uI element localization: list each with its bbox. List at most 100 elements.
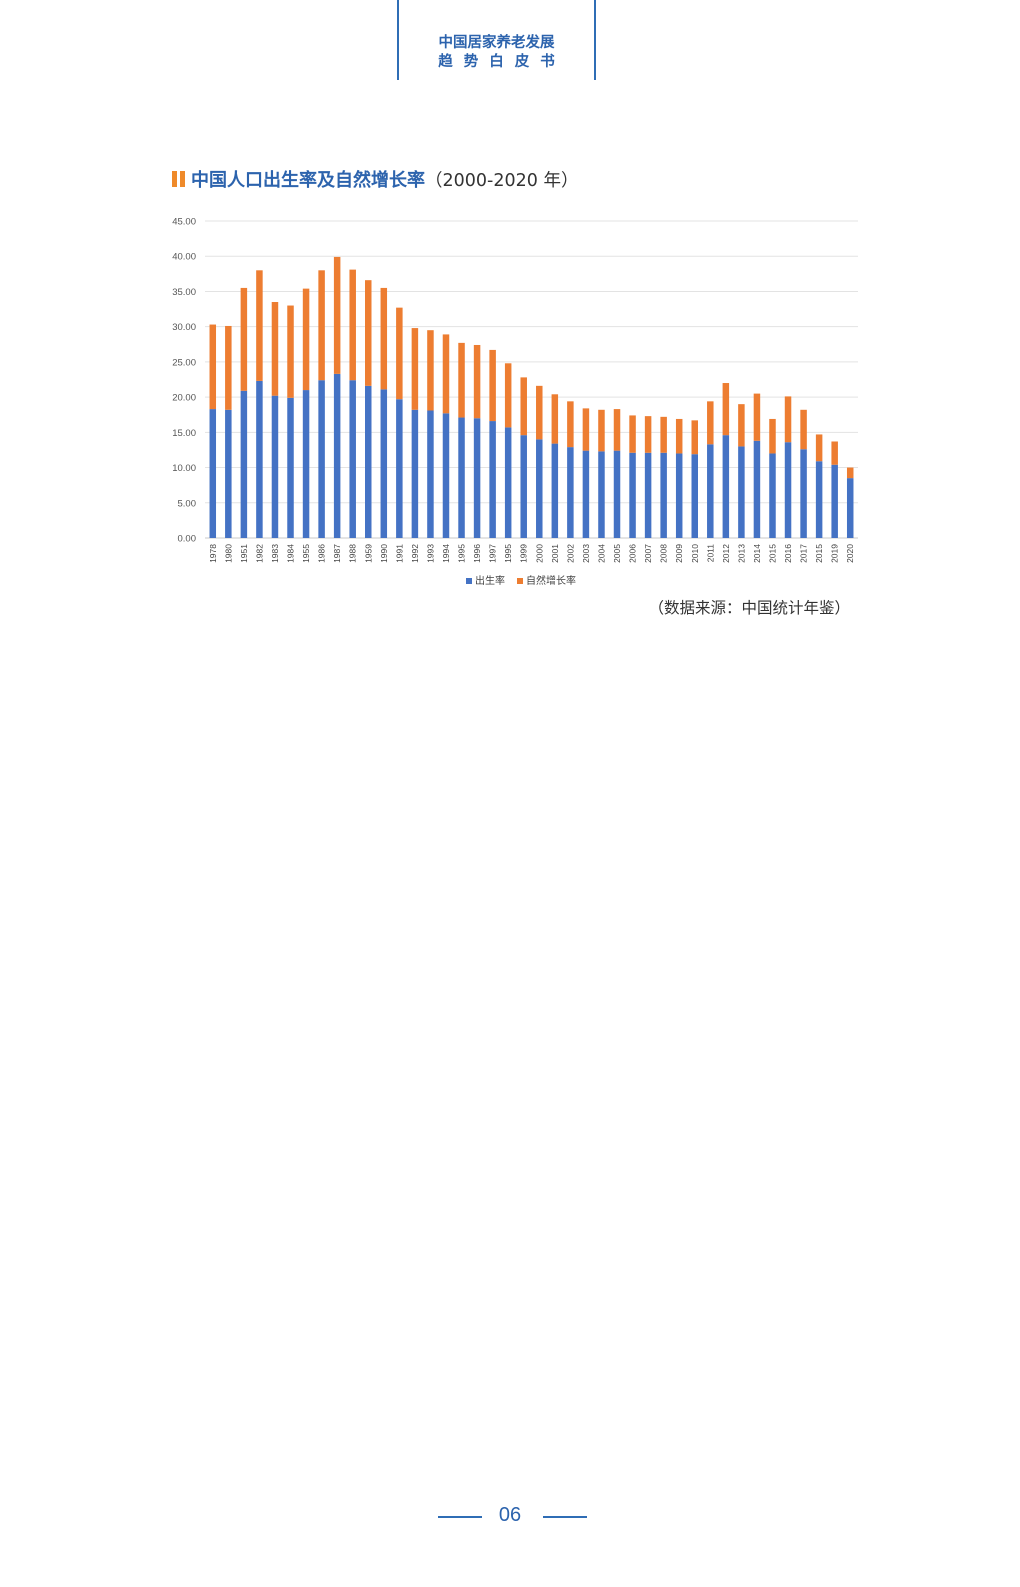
bar-birth-rate (489, 421, 496, 538)
bar-birth-rate (644, 452, 652, 538)
bar-natural-growth-rate (411, 328, 419, 410)
bar-birth-rate (271, 395, 279, 538)
legend-label-birth: 出生率 (475, 574, 505, 587)
bar-natural-growth-rate (365, 280, 372, 386)
x-tick-label: 2014 (752, 544, 762, 563)
x-tick-label: 2006 (628, 544, 638, 563)
x-tick-label: 2002 (565, 544, 575, 563)
x-tick-label: 2012 (721, 544, 731, 563)
x-tick-label: 2007 (643, 544, 653, 563)
bar-natural-growth-rate (691, 420, 698, 455)
bar-natural-growth-rate (707, 401, 714, 445)
legend-swatch-birth (466, 578, 472, 584)
data-source-note: （数据来源：中国统计年鉴） (648, 599, 850, 617)
x-tick-label: 1955 (301, 544, 311, 563)
bar-birth-rate (536, 439, 543, 538)
x-tick-label: 1996 (472, 544, 482, 563)
y-tick-label: 10.00 (172, 463, 196, 474)
x-tick-label: 1980 (223, 544, 233, 563)
bar-birth-rate (427, 410, 434, 538)
bar-natural-growth-rate (800, 409, 807, 450)
bar-natural-growth-rate (582, 408, 590, 451)
x-tick-label: 1995 (457, 544, 467, 563)
bar-birth-rate (691, 454, 698, 538)
bar-birth-rate (520, 435, 527, 538)
bar-birth-rate (302, 390, 310, 538)
x-tick-label: 1978 (208, 544, 218, 563)
x-tick-label: 1983 (270, 544, 280, 563)
bar-natural-growth-rate (458, 342, 465, 418)
section-title-main: 中国人口出生率及自然增长率 (191, 170, 425, 191)
bar-birth-rate (722, 435, 730, 538)
bar-birth-rate (846, 478, 854, 538)
bar-natural-growth-rate (784, 396, 792, 443)
bar-natural-growth-rate (520, 377, 527, 436)
bar-birth-rate (458, 417, 465, 538)
bar-birth-rate (396, 399, 403, 538)
x-tick-label: 2001 (550, 544, 560, 563)
bar-natural-growth-rate (256, 270, 263, 381)
bar-birth-rate (504, 427, 512, 538)
bar-natural-growth-rate (225, 325, 232, 410)
bar-natural-growth-rate (504, 363, 512, 428)
bar-birth-rate (831, 464, 838, 538)
report-header: 中国居家养老发展 趋势白皮书 (399, 34, 594, 72)
page-number-line-left (438, 1516, 482, 1518)
bar-birth-rate (240, 390, 248, 538)
x-tick-label: 2015 (767, 544, 777, 563)
header-divider-left (397, 0, 399, 80)
bar-birth-rate (675, 453, 683, 538)
bar-birth-rate (256, 380, 263, 538)
bar-natural-growth-rate (489, 349, 496, 422)
x-tick-label: 1999 (519, 544, 529, 563)
x-tick-label: 1987 (332, 544, 342, 563)
bar-natural-growth-rate (287, 305, 294, 398)
bar-birth-rate (598, 451, 605, 538)
x-tick-label: 1984 (286, 544, 296, 563)
bar-birth-rate (411, 409, 419, 538)
bar-birth-rate (551, 443, 559, 538)
bar-natural-growth-rate (536, 385, 543, 440)
bar-natural-growth-rate (567, 401, 574, 448)
x-tick-label: 1993 (425, 544, 435, 563)
bar-birth-rate (769, 453, 776, 538)
bar-natural-growth-rate (815, 434, 823, 462)
x-tick-label: 2015 (814, 544, 824, 563)
bar-natural-growth-rate (302, 288, 310, 391)
bar-birth-rate (629, 452, 636, 538)
y-tick-label: 20.00 (172, 393, 196, 404)
bar-natural-growth-rate (240, 287, 248, 391)
bar-natural-growth-rate (613, 409, 621, 451)
y-tick-label: 45.00 (172, 217, 196, 228)
bar-birth-rate (815, 461, 823, 538)
bar-natural-growth-rate (473, 344, 481, 419)
bar-natural-growth-rate (769, 418, 776, 454)
bar-natural-growth-rate (846, 467, 854, 479)
x-tick-label: 1982 (254, 544, 264, 563)
y-tick-label: 15.00 (172, 428, 196, 439)
bar-natural-growth-rate (427, 330, 434, 411)
x-tick-label: 2009 (674, 544, 684, 563)
bar-birth-rate (287, 397, 294, 538)
bar-birth-rate (738, 446, 745, 538)
x-tick-label: 2016 (783, 544, 793, 563)
bar-natural-growth-rate (660, 416, 667, 453)
x-tick-label: 2020 (845, 544, 855, 563)
y-tick-label: 35.00 (172, 287, 196, 298)
x-tick-label: 1994 (441, 544, 451, 563)
birth-growth-rate-chart: 45.00 40.00 35.00 30.00 25.00 20.00 15.00 10.00… (172, 217, 858, 587)
legend-label-growth: 自然增长率 (526, 574, 576, 587)
bar-natural-growth-rate (349, 269, 356, 381)
x-tick-label: 1951 (239, 544, 249, 563)
bar-natural-growth-rate (629, 415, 636, 453)
bar-natural-growth-rate (675, 418, 683, 454)
title-marker-icon (172, 171, 185, 187)
bar-natural-growth-rate (551, 394, 559, 444)
y-tick-label: 5.00 (178, 498, 197, 509)
x-tick-label: 1990 (379, 544, 389, 563)
bar-natural-growth-rate (722, 383, 730, 436)
bar-natural-growth-rate (442, 334, 450, 414)
x-tick-label: 2019 (830, 544, 840, 563)
x-tick-label: 1959 (363, 544, 373, 563)
bar-birth-rate (660, 452, 667, 538)
